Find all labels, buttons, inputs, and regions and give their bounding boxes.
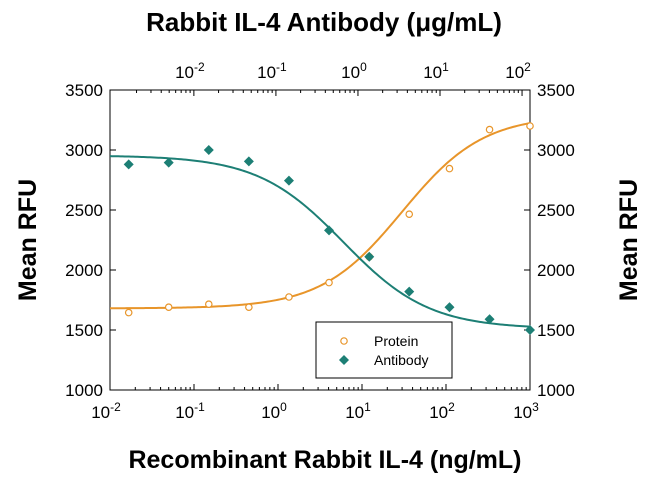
x-tick-label: 100 xyxy=(261,400,287,422)
x-tick-label: 10-2 xyxy=(91,400,121,422)
antibody-point xyxy=(524,324,536,336)
protein-point xyxy=(285,293,293,301)
x-tick-label: 101 xyxy=(345,400,371,422)
legend: Protein Antibody xyxy=(315,321,453,379)
x-tick-label: 102 xyxy=(429,400,455,422)
x-tick-label: 10-1 xyxy=(175,400,205,422)
antibody-point xyxy=(484,314,495,325)
antibody-point xyxy=(283,175,294,186)
protein-point xyxy=(204,300,213,309)
data-points xyxy=(123,122,536,336)
antibody-point xyxy=(203,144,214,156)
protein-point xyxy=(245,303,253,312)
antibody-point xyxy=(404,286,415,297)
top-x-tick-label: 101 xyxy=(423,60,449,82)
y-tick-label-left: 1000 xyxy=(65,381,103,400)
antibody-point xyxy=(324,225,335,236)
x-tick-label: 103 xyxy=(513,400,539,422)
top-x-tick-label: 100 xyxy=(341,60,367,82)
protein-point xyxy=(164,303,173,312)
antibody-point xyxy=(444,302,455,313)
legend-marker-antibody xyxy=(338,354,350,366)
antibody-fit-curve xyxy=(109,155,531,328)
y-tick-label-right: 1000 xyxy=(537,381,575,400)
y-tick-label-left: 2500 xyxy=(65,201,103,220)
y-tick-label-left: 3000 xyxy=(65,141,103,160)
legend-marker-protein xyxy=(340,337,348,345)
y-tick-label-left: 3500 xyxy=(65,81,103,100)
y-tick-label-right: 1500 xyxy=(537,321,575,340)
protein-point xyxy=(445,164,454,173)
fit-curves xyxy=(109,122,531,328)
protein-point xyxy=(405,210,414,219)
legend-label-antibody: Antibody xyxy=(374,352,428,368)
protein-point xyxy=(325,278,333,287)
legend-label-protein: Protein xyxy=(374,333,418,349)
y-axis-label-right: Mean RFU xyxy=(615,179,643,301)
y-tick-label-right: 3500 xyxy=(537,81,575,100)
axes: 1000 1000 1500 1500 2000 2000 2500 2500 3000 3000… xyxy=(65,60,575,422)
antibody-point xyxy=(243,156,254,167)
top-x-tick-label: 10-2 xyxy=(175,60,205,82)
antibody-point xyxy=(364,251,375,262)
x-axis-label: Recombinant Rabbit IL-4 (ng/mL) xyxy=(128,446,521,474)
antibody-point xyxy=(123,159,134,170)
protein-point xyxy=(124,308,133,317)
chart-title: Rabbit IL-4 Antibody (μg/mL) xyxy=(146,7,502,37)
legend-box xyxy=(315,321,453,379)
y-tick-label-right: 2000 xyxy=(537,261,575,280)
plot-frame xyxy=(109,89,531,391)
y-tick-label-left: 2000 xyxy=(65,261,103,280)
y-tick-label-right: 2500 xyxy=(537,201,575,220)
protein-point xyxy=(485,125,494,134)
y-axis-label-left: Mean RFU xyxy=(14,179,42,301)
protein-point xyxy=(526,122,534,130)
y-tick-label-right: 3000 xyxy=(537,141,575,160)
protein-fit-curve xyxy=(109,122,531,310)
antibody-point xyxy=(163,157,174,168)
top-x-tick-label: 102 xyxy=(505,60,531,82)
y-tick-label-left: 1500 xyxy=(65,321,103,340)
top-x-tick-label: 10-1 xyxy=(257,60,287,82)
